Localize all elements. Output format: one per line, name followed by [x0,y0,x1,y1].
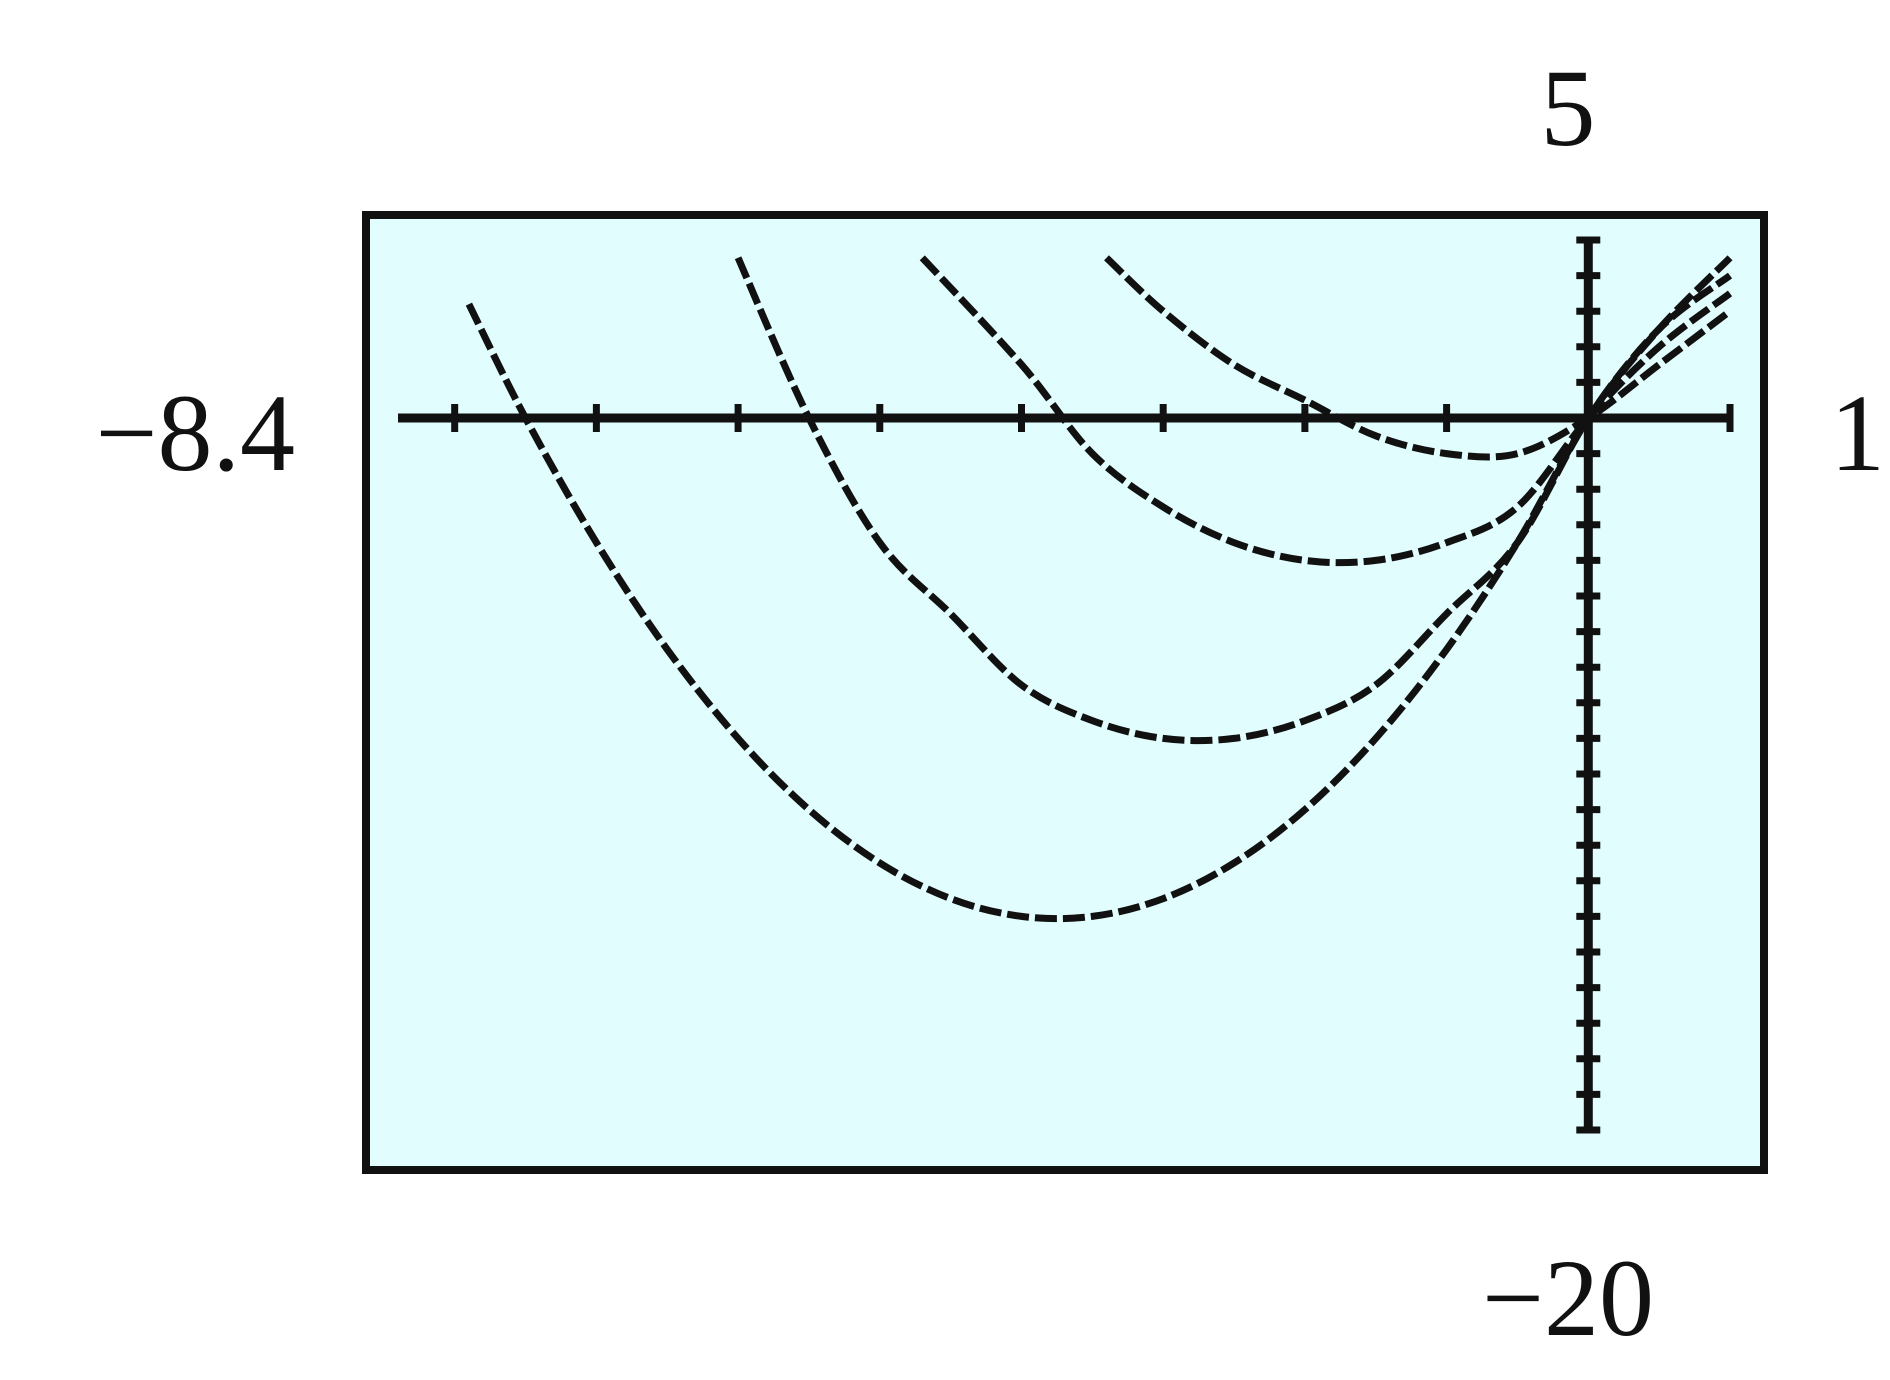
xmin-label: −8.4 [95,372,295,494]
ymax-label: 5 [1541,47,1596,169]
xmax-label: 1 [1830,372,1885,494]
curve-4 [1104,255,1733,461]
graph-window [362,211,1768,1174]
curves [465,255,1733,923]
curve-2 [734,256,1733,745]
ymin-label: −20 [1482,1237,1654,1359]
curve-3 [919,255,1733,567]
